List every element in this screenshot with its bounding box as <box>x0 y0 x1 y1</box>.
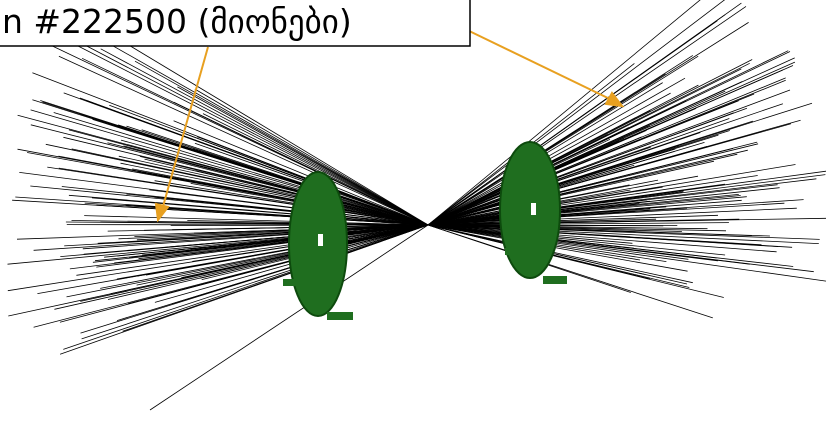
track <box>31 125 428 225</box>
hole <box>531 203 536 215</box>
track <box>34 225 428 327</box>
foot <box>283 279 303 286</box>
track <box>428 85 698 225</box>
foot <box>543 276 567 284</box>
foot <box>505 248 523 255</box>
track <box>428 3 741 225</box>
arrowhead <box>606 93 622 106</box>
arrow <box>463 28 612 100</box>
track <box>31 110 428 225</box>
page: n #222500 (მიონები) (() => { const data … <box>0 0 827 427</box>
track <box>81 28 428 225</box>
foot <box>327 312 353 320</box>
track <box>19 172 428 225</box>
disc <box>500 142 560 278</box>
label-text: n #222500 (მიონები) <box>2 2 352 41</box>
tracks <box>8 0 827 410</box>
track <box>86 46 428 225</box>
event-display: n #222500 (მიონები) <box>0 0 827 427</box>
track <box>428 51 788 225</box>
hole <box>318 234 323 246</box>
